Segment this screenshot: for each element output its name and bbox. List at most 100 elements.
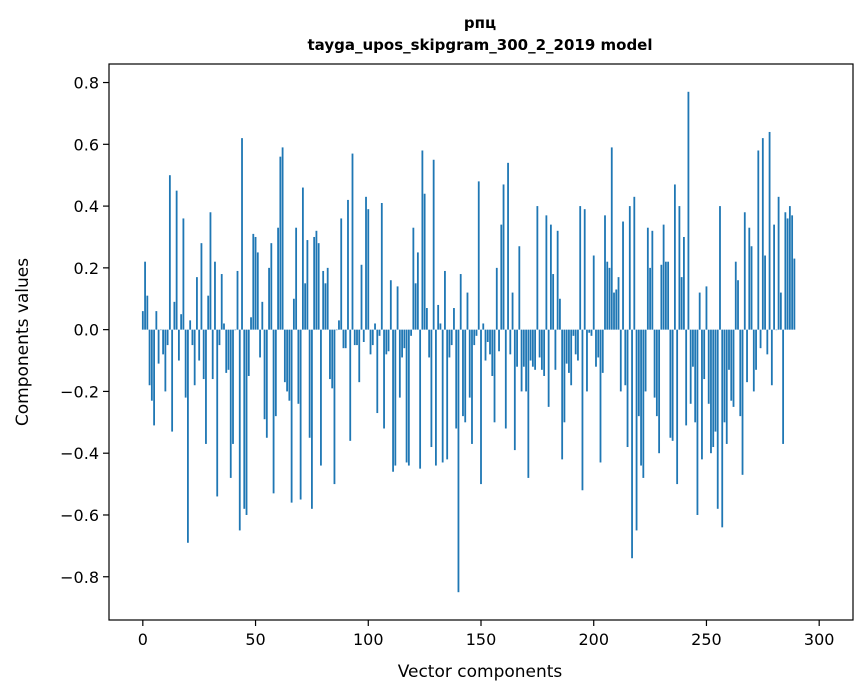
- bar: [637, 329, 640, 417]
- bar: [353, 329, 356, 346]
- x-tick-label: 100: [353, 630, 384, 649]
- bar: [358, 329, 361, 383]
- bar: [739, 329, 742, 417]
- bar: [687, 91, 690, 330]
- bar: [694, 329, 697, 423]
- bar: [619, 329, 622, 392]
- bar: [777, 196, 780, 330]
- bar: [732, 329, 735, 407]
- bar: [599, 329, 602, 463]
- bar: [360, 264, 363, 330]
- bar: [331, 329, 334, 389]
- y-tick-label: −0.4: [60, 444, 99, 463]
- bar: [791, 215, 794, 330]
- bar: [238, 329, 241, 531]
- bar: [187, 329, 189, 543]
- bar: [561, 329, 564, 460]
- bar: [448, 329, 451, 358]
- bar: [234, 329, 237, 331]
- bar: [529, 329, 532, 361]
- bar: [444, 270, 446, 330]
- bar: [482, 323, 485, 330]
- bar: [764, 255, 766, 330]
- x-axis: 0 50 100 150 200 250 300: [138, 620, 834, 649]
- bar: [540, 329, 543, 370]
- bar: [317, 243, 320, 330]
- bar: [256, 252, 259, 330]
- bars-group: [141, 91, 796, 593]
- y-tick-label: 0.2: [74, 259, 99, 278]
- bar: [653, 329, 656, 398]
- bar: [511, 292, 514, 330]
- bar: [297, 329, 300, 404]
- bar: [489, 329, 491, 355]
- bar: [676, 329, 679, 485]
- bar: [507, 162, 509, 330]
- bar: [439, 323, 442, 330]
- x-axis-label: Vector components: [398, 662, 563, 682]
- bar: [644, 329, 647, 392]
- bar: [412, 227, 415, 330]
- bar: [425, 308, 428, 330]
- y-tick-label: −0.2: [60, 382, 99, 401]
- bar: [189, 320, 192, 330]
- bar: [716, 329, 719, 509]
- bar: [263, 329, 266, 420]
- bar: [308, 329, 311, 438]
- y-tick-label: 0.6: [74, 135, 99, 154]
- bar: [741, 329, 744, 475]
- bar: [710, 329, 712, 454]
- bar: [435, 329, 437, 466]
- bar: [626, 329, 629, 448]
- bar: [283, 329, 286, 383]
- bar: [748, 227, 751, 330]
- bar: [655, 329, 658, 417]
- bar: [223, 323, 225, 330]
- bar: [595, 329, 597, 367]
- bar: [311, 329, 313, 509]
- bar: [538, 329, 541, 358]
- bar: [518, 246, 521, 330]
- bar: [502, 184, 505, 330]
- bar: [254, 236, 257, 330]
- bar: [491, 329, 494, 376]
- bar: [592, 255, 595, 330]
- bar: [468, 329, 471, 398]
- bar: [714, 329, 717, 432]
- bar: [631, 329, 633, 559]
- bar: [768, 131, 771, 330]
- bar: [759, 329, 762, 349]
- bar: [392, 329, 394, 472]
- bar: [437, 304, 440, 330]
- bar: [692, 329, 694, 367]
- x-tick-label: 50: [245, 630, 265, 649]
- bar: [617, 277, 620, 330]
- bar: [779, 292, 782, 330]
- bar: [329, 329, 331, 380]
- bar: [743, 212, 746, 330]
- bar: [150, 329, 153, 401]
- bar: [153, 329, 155, 426]
- bar: [601, 329, 604, 373]
- bar: [504, 329, 507, 429]
- bar: [673, 184, 676, 330]
- bar: [430, 329, 433, 448]
- bar: [227, 329, 230, 370]
- y-tick-label: −0.8: [60, 568, 99, 587]
- bar: [723, 329, 726, 423]
- bar: [398, 329, 401, 398]
- bar: [568, 329, 570, 373]
- bar: [766, 329, 769, 355]
- bar: [344, 329, 347, 349]
- bar: [588, 329, 591, 333]
- bar: [261, 301, 264, 330]
- bar: [642, 329, 645, 478]
- bar: [565, 329, 568, 364]
- bar: [159, 329, 162, 331]
- bar: [241, 138, 243, 330]
- bar: [610, 147, 613, 330]
- bar: [719, 206, 721, 330]
- bar: [202, 329, 205, 380]
- bar: [356, 329, 358, 346]
- y-axis: −0.8 −0.6 −0.4 −0.2 0.0 0.2 0.4 0.6 0.8: [60, 74, 109, 587]
